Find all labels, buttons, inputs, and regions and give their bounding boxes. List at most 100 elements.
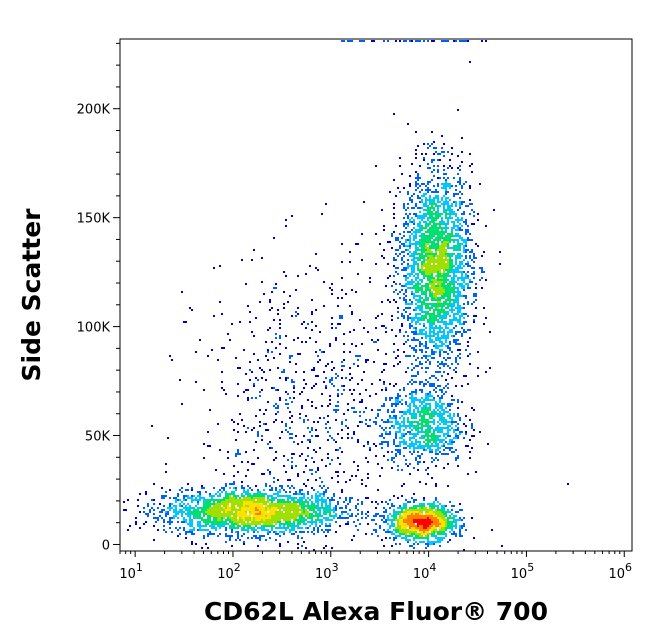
event-dot xyxy=(417,223,419,225)
event-dot xyxy=(395,289,397,291)
event-dot xyxy=(455,371,457,373)
event-dot xyxy=(229,495,231,497)
event-dot xyxy=(429,541,431,543)
event-dot xyxy=(235,509,237,511)
event-dot xyxy=(355,525,357,527)
event-dot xyxy=(399,165,401,167)
event-dot xyxy=(399,429,401,431)
event-dot xyxy=(301,545,303,547)
event-dot xyxy=(433,255,435,257)
event-dot xyxy=(401,243,403,245)
event-dot xyxy=(429,181,431,183)
event-dot xyxy=(287,495,289,497)
event-dot xyxy=(397,513,399,515)
event-dot xyxy=(403,441,405,443)
event-dot xyxy=(437,337,439,339)
event-dot xyxy=(437,205,439,207)
event-dot xyxy=(427,441,429,443)
event-dot xyxy=(261,503,263,505)
event-dot xyxy=(441,529,443,531)
event-dot xyxy=(447,517,449,519)
event-dot xyxy=(443,241,445,243)
event-dot xyxy=(465,331,467,333)
event-dot xyxy=(405,239,407,241)
event-dot xyxy=(297,473,299,475)
event-dot xyxy=(271,497,273,499)
event-dot xyxy=(431,505,433,507)
event-dot xyxy=(399,331,401,333)
event-dot xyxy=(429,529,431,531)
event-dot xyxy=(333,385,335,387)
event-dot xyxy=(123,509,125,511)
event-dot xyxy=(273,503,275,505)
event-dot xyxy=(463,523,465,525)
event-dot xyxy=(429,245,431,247)
event-dot xyxy=(421,183,423,185)
event-dot xyxy=(433,341,435,343)
event-dot xyxy=(437,275,439,277)
event-dot xyxy=(219,505,221,507)
event-dot xyxy=(405,459,407,461)
event-dot xyxy=(223,509,225,511)
event-dot xyxy=(247,501,249,503)
event-dot xyxy=(421,423,423,425)
event-dot xyxy=(301,505,303,507)
event-dot xyxy=(457,427,459,429)
event-dot xyxy=(389,301,391,303)
event-dot xyxy=(253,515,255,517)
event-dot xyxy=(453,519,455,521)
event-dot xyxy=(205,509,207,511)
event-dot xyxy=(433,227,435,229)
event-dot xyxy=(447,243,449,245)
event-dot xyxy=(195,499,197,501)
event-dot xyxy=(437,327,439,329)
event-dot xyxy=(249,499,251,501)
event-dot xyxy=(367,331,369,333)
event-dot xyxy=(567,483,569,485)
event-dot xyxy=(417,469,419,471)
event-dot xyxy=(423,325,425,327)
event-dot xyxy=(325,509,327,511)
event-dot xyxy=(409,307,411,309)
event-dot xyxy=(289,491,291,493)
event-dot xyxy=(407,231,409,233)
event-dot xyxy=(409,545,411,547)
event-dot xyxy=(247,519,249,521)
event-dot xyxy=(423,401,425,403)
event-dot xyxy=(209,511,211,513)
event-dot xyxy=(433,441,435,443)
event-dot xyxy=(329,501,331,503)
event-dot xyxy=(221,507,223,509)
event-dot xyxy=(431,303,433,305)
event-dot xyxy=(419,507,421,509)
event-dot xyxy=(369,395,371,397)
event-dot xyxy=(417,505,419,507)
event-dot xyxy=(437,197,439,199)
event-dot xyxy=(463,249,465,251)
event-dot xyxy=(377,489,379,491)
event-dot xyxy=(441,519,443,521)
event-dot xyxy=(313,503,315,505)
event-dot xyxy=(399,191,401,193)
event-dot xyxy=(455,257,457,259)
event-dot xyxy=(439,415,441,417)
event-dot xyxy=(147,515,149,517)
event-dot xyxy=(447,337,449,339)
event-dot xyxy=(429,251,431,253)
event-dot xyxy=(443,445,445,447)
event-dot xyxy=(289,487,291,489)
event-dot xyxy=(413,411,415,413)
event-dot xyxy=(311,501,313,503)
event-dot xyxy=(441,361,443,363)
event-dot xyxy=(215,515,217,517)
event-dot xyxy=(457,299,459,301)
event-dot xyxy=(371,383,373,385)
event-dot xyxy=(433,191,435,193)
event-dot xyxy=(273,509,275,511)
event-dot xyxy=(391,315,393,317)
event-dot xyxy=(413,533,415,535)
event-dot xyxy=(433,299,435,301)
event-dot xyxy=(403,523,405,525)
event-dot xyxy=(407,515,409,517)
event-dot xyxy=(427,167,429,169)
